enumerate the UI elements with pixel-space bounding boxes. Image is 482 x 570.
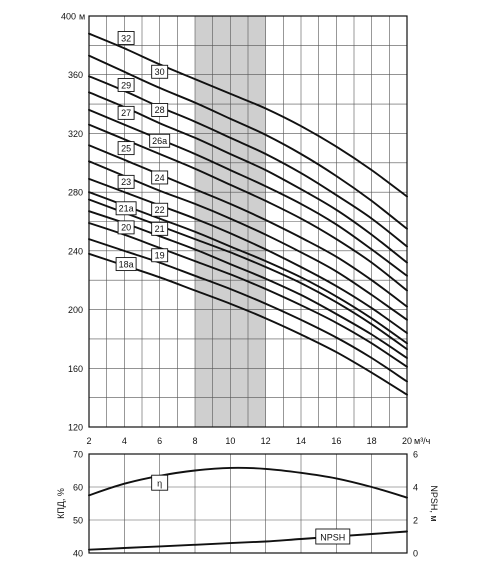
curve-label-box [115, 201, 137, 216]
y-tick-label: 320 [68, 129, 83, 139]
curve-label-box [151, 202, 169, 217]
curve-label-box [117, 220, 135, 235]
head-curve-27 [88, 108, 408, 277]
curve-label: 32 [121, 33, 131, 43]
npsh-curve [88, 530, 408, 551]
y2-axis-label: NPSH, м [429, 485, 439, 521]
curve-label-box [151, 474, 169, 491]
curve-label: 30 [155, 67, 165, 77]
x-tick-label: 10 [225, 436, 235, 446]
plot-frame [88, 453, 408, 554]
curve-label: 27 [121, 108, 131, 118]
head-curve-30 [88, 54, 408, 230]
y-tick-label: 400 [61, 12, 76, 22]
curve-label: 28 [155, 105, 165, 115]
head-curve-22 [88, 191, 408, 345]
curve-label-box [117, 105, 135, 120]
y-tick-label: 50 [73, 516, 83, 526]
x-tick-label: 6 [157, 436, 162, 446]
head-curve-21a [88, 198, 408, 351]
plot-frame [88, 15, 408, 428]
x-unit-label: м³/ч [414, 436, 431, 446]
y-tick-label: 70 [73, 450, 83, 460]
y2-tick-label: 6 [413, 450, 418, 460]
x-tick-label: 4 [122, 436, 127, 446]
x-tick-label: 20 [402, 436, 412, 446]
curve-label: 20 [121, 223, 131, 233]
curve-label: 21 [155, 224, 165, 234]
curve-label-box [151, 170, 169, 185]
x-tick-label: 8 [192, 436, 197, 446]
curve-label-box [117, 174, 135, 189]
head-curve-25 [88, 144, 408, 308]
y-tick-label: 360 [68, 70, 83, 80]
y-axis-label: КПД, % [56, 488, 66, 519]
y2-tick-label: 2 [413, 516, 418, 526]
curve-label: NPSH [320, 533, 345, 543]
head-curve-18a [88, 252, 408, 396]
y-tick-label: 40 [73, 549, 83, 559]
y2-tick-label: 0 [413, 549, 418, 559]
head-curve-26a [88, 123, 408, 292]
curve-label: 23 [121, 177, 131, 187]
head-curve-32 [88, 32, 408, 198]
x-tick-label: 16 [331, 436, 341, 446]
head-curve-20 [88, 222, 408, 368]
x-tick-label: 12 [261, 436, 271, 446]
y-tick-label: 280 [68, 188, 83, 198]
y-tick-label: 240 [68, 246, 83, 256]
head-curve-29 [88, 75, 408, 248]
y-tick-label: 60 [73, 483, 83, 493]
curve-label-box [151, 102, 169, 117]
head-curve-24 [88, 160, 408, 321]
efficiency-npsh-plot: 40 50 60 70 0 2 4 6 КПД, % NPSH, м η NPSH [56, 450, 439, 559]
curve-label-box [151, 64, 169, 79]
curve-label: 24 [155, 173, 165, 183]
x-tick-label: 2 [86, 436, 91, 446]
curve-label: 19 [155, 251, 165, 261]
curve-label: 21a [119, 204, 134, 214]
curve-label-box [117, 141, 135, 156]
y-tick-label: 160 [68, 364, 83, 374]
curve-label: 29 [121, 80, 131, 90]
curve-label-box [115, 257, 137, 272]
head-curve-23 [88, 177, 408, 335]
curve-label: 18a [119, 259, 134, 269]
curve-label-box [151, 248, 169, 263]
efficiency-curve [88, 466, 408, 499]
head-curve-19 [88, 238, 408, 383]
curve-label-box [117, 78, 135, 92]
y-unit-label: м [79, 12, 85, 22]
curve-label-box [315, 528, 351, 545]
y-tick-label: 200 [68, 305, 83, 315]
y2-tick-label: 4 [413, 483, 418, 493]
x-tick-label: 14 [296, 436, 306, 446]
curve-label: 22 [155, 205, 165, 215]
curve-label: 26a [152, 136, 167, 146]
curve-label-box [117, 31, 135, 45]
x-tick-label: 18 [367, 436, 377, 446]
head-curve-28 [88, 91, 408, 264]
curve-label: η [157, 479, 162, 489]
head-curve-21 [88, 210, 408, 359]
curve-label-box [151, 221, 169, 236]
curve-label-box [149, 133, 171, 148]
curve-label: 25 [121, 143, 131, 153]
y-tick-label: 120 [68, 423, 83, 433]
